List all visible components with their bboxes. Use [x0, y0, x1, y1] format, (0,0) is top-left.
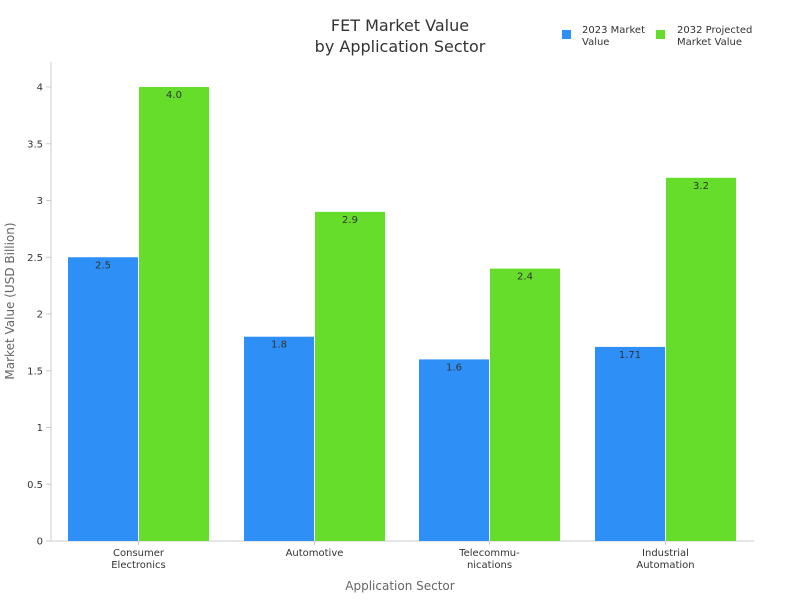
legend-label-2023-line-2: Value [582, 37, 609, 48]
legend-label-2032-line-2: Market Value [677, 37, 742, 48]
x-tick-label: Consumer [113, 548, 165, 559]
bar-value-label: 1.8 [271, 340, 287, 351]
chart-title: FET Market Value by Application Sector [315, 16, 486, 56]
y-tick-label: 2 [37, 310, 43, 321]
bar-value-label: 4.0 [166, 90, 182, 101]
bar-value-label: 2.4 [517, 272, 533, 283]
legend-label-2032-line-1: 2032 Projected [677, 25, 752, 36]
bar-value-label: 3.2 [693, 181, 709, 192]
bars: 2.5 4.0 1.8 2.9 1.6 2.4 1.71 3.2 [68, 87, 736, 542]
bar-2023-2 [419, 359, 489, 541]
y-tick-label: 3.5 [27, 139, 43, 150]
x-axis-title: Application Sector [345, 579, 455, 593]
bar-value-label: 1.71 [619, 350, 641, 361]
bar-2032-3 [666, 177, 736, 542]
bar-value-label: 1.6 [446, 362, 462, 373]
bar-value-label: 2.9 [342, 215, 358, 226]
bar-2023-3 [595, 346, 665, 541]
y-axis-title: Market Value (USD Billion) [3, 222, 17, 379]
legend-label-2023-line-1: 2023 Market [582, 25, 645, 36]
y-tick-label: 0.5 [27, 480, 43, 491]
bar-2032-0 [139, 87, 209, 541]
y-tick-label: 1.5 [27, 366, 43, 377]
y-ticks: 0 0.5 1 1.5 2 2.5 3 3.5 4 [27, 83, 51, 548]
x-tick-label: Automation [636, 560, 694, 571]
bar-2023-1 [244, 336, 314, 541]
y-tick-label: 1 [37, 423, 43, 434]
x-tick-label: nications [467, 560, 512, 571]
legend-swatch-2032 [656, 30, 665, 39]
x-tick-label: Automotive [286, 548, 344, 559]
y-tick-label: 3 [37, 196, 43, 207]
bar-2023-0 [68, 257, 138, 541]
y-tick-label: 2.5 [27, 253, 43, 264]
x-tick-label: Electronics [111, 560, 166, 571]
bar-value-label: 2.5 [95, 260, 111, 271]
y-tick-label: 4 [37, 83, 43, 94]
y-tick-label: 0 [37, 537, 43, 548]
chart-title-line-1: FET Market Value [331, 16, 469, 35]
x-tick-label: Industrial [642, 548, 689, 559]
bar-2032-2 [490, 268, 560, 541]
legend: 2023 Market Value 2032 Projected Market … [562, 25, 752, 48]
legend-swatch-2023 [562, 30, 571, 39]
bar-2032-1 [315, 211, 385, 541]
chart-title-line-2: by Application Sector [315, 37, 486, 56]
x-tick-label: Telecommu- [458, 548, 520, 559]
